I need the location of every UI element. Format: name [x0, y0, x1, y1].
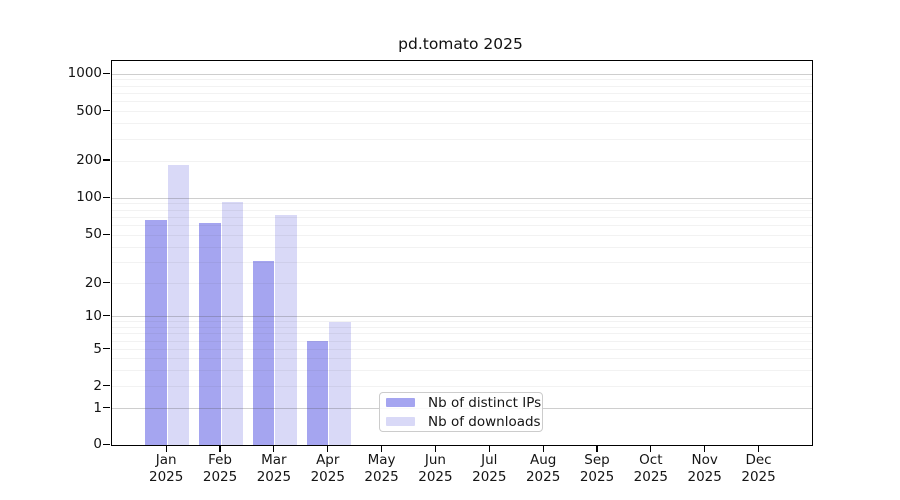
gridline-minor	[111, 321, 812, 323]
legend-item-distinct-ips: Nb of distinct IPs	[380, 395, 542, 411]
gridline-minor	[111, 369, 812, 371]
y-axis-tick-label: 0	[93, 436, 102, 453]
y-axis-tick-mark	[103, 159, 110, 161]
x-axis-tick-mark	[757, 445, 760, 452]
y-axis-tick-label: 10	[84, 307, 102, 324]
x-axis-tick-mark	[219, 445, 221, 452]
y-axis-tick-mark	[103, 233, 110, 235]
y-axis-tick-mark	[103, 348, 110, 350]
distinct-ips-swatch-icon	[386, 398, 415, 407]
gridline-minor	[111, 123, 812, 125]
gridline-minor	[111, 79, 812, 81]
x-axis-tick-mark	[596, 445, 598, 452]
x-axis-tick-mark	[704, 445, 706, 452]
gridline-minor	[111, 160, 812, 162]
gridline-minor	[111, 340, 812, 342]
gridline-major	[111, 316, 812, 318]
bar-nb-of-distinct-ips-apr-2025	[306, 341, 329, 446]
y-axis-tick-mark	[103, 196, 110, 198]
x-axis-tick-label: Dec 2025	[741, 452, 776, 485]
x-axis-tick-mark	[542, 445, 544, 452]
x-axis-tick-label: Jul 2025	[472, 452, 507, 485]
gridline-minor	[111, 261, 812, 263]
y-axis-tick-label: 200	[76, 152, 102, 168]
x-axis-tick-label: May 2025	[364, 452, 399, 485]
bar-nb-of-downloads-mar-2025	[275, 215, 297, 446]
y-axis-tick-label: 1000	[67, 65, 102, 82]
gridline-minor	[111, 101, 812, 103]
y-axis-tick-mark	[103, 385, 110, 387]
x-axis-tick-label: Jan 2025	[149, 452, 184, 485]
y-axis-tick-mark	[103, 443, 110, 445]
gridline-minor	[111, 203, 812, 205]
y-axis-tick-mark	[103, 72, 110, 74]
gridline-minor	[111, 85, 812, 87]
legend-label-downloads: Nb of downloads	[428, 413, 541, 430]
x-axis-tick-mark	[381, 445, 383, 452]
gridline-minor	[111, 234, 812, 236]
bar-nb-of-distinct-ips-mar-2025	[252, 260, 275, 446]
x-axis-tick-label: Feb 2025	[202, 452, 238, 485]
legend-item-downloads: Nb of downloads	[380, 414, 542, 430]
gridline-minor	[111, 246, 812, 248]
y-axis-tick-label: 2	[93, 377, 102, 394]
gridline-minor	[111, 283, 812, 285]
x-axis-tick-label: Sep 2025	[579, 452, 615, 485]
gridline-minor	[111, 333, 812, 335]
chart-legend: Nb of distinct IPs Nb of downloads	[379, 392, 543, 432]
x-axis-tick-label: Apr 2025	[310, 452, 345, 485]
x-axis-tick-mark	[434, 445, 437, 452]
x-axis-tick-label: Nov 2025	[687, 452, 722, 485]
x-axis-tick-mark	[488, 445, 490, 452]
y-axis-tick-mark	[103, 315, 110, 317]
y-axis-tick-label: 20	[84, 274, 102, 291]
y-axis-tick-mark	[103, 282, 110, 284]
x-axis-tick-label: Mar 2025	[256, 452, 292, 485]
y-axis-tick-label: 50	[84, 226, 102, 243]
gridline-major	[111, 197, 812, 199]
plot-area	[110, 60, 813, 446]
bar-nb-of-distinct-ips-feb-2025	[198, 222, 221, 446]
x-axis-tick-label: Aug 2025	[525, 452, 561, 485]
x-axis-tick-mark	[650, 445, 652, 452]
x-axis-tick-label: Oct 2025	[633, 452, 669, 485]
x-axis-tick-mark	[327, 445, 329, 452]
legend-label-distinct-ips: Nb of distinct IPs	[428, 394, 542, 411]
bar-nb-of-downloads-apr-2025	[329, 321, 351, 446]
x-axis-tick-mark	[165, 445, 167, 452]
gridline-minor	[111, 225, 812, 227]
y-axis-tick-label: 500	[76, 102, 102, 119]
gridline-minor	[111, 216, 812, 218]
y-axis-tick-label: 1	[93, 399, 102, 416]
y-axis-tick-mark	[103, 407, 110, 409]
bar-nb-of-distinct-ips-jan-2025	[145, 219, 167, 446]
gridline-major	[111, 73, 812, 75]
y-axis-tick-label: 100	[76, 189, 102, 206]
downloads-swatch-icon	[386, 417, 415, 426]
gridline-minor	[111, 138, 812, 140]
gridline-minor	[111, 93, 812, 95]
y-axis-tick-mark	[103, 110, 110, 112]
bar-nb-of-downloads-jan-2025	[167, 165, 190, 446]
gridline-minor	[111, 209, 812, 211]
y-axis-tick-label: 5	[93, 340, 102, 357]
gridline-minor	[111, 111, 812, 113]
x-axis-tick-label: Jun 2025	[418, 452, 453, 485]
x-axis-tick-mark	[273, 445, 275, 452]
chart-title: pd.tomato 2025	[398, 35, 523, 53]
gridline-minor	[111, 358, 812, 360]
gridline-minor	[111, 386, 812, 388]
gridline-minor	[111, 326, 812, 328]
gridline-minor	[111, 349, 812, 351]
bar-nb-of-downloads-feb-2025	[221, 201, 244, 446]
